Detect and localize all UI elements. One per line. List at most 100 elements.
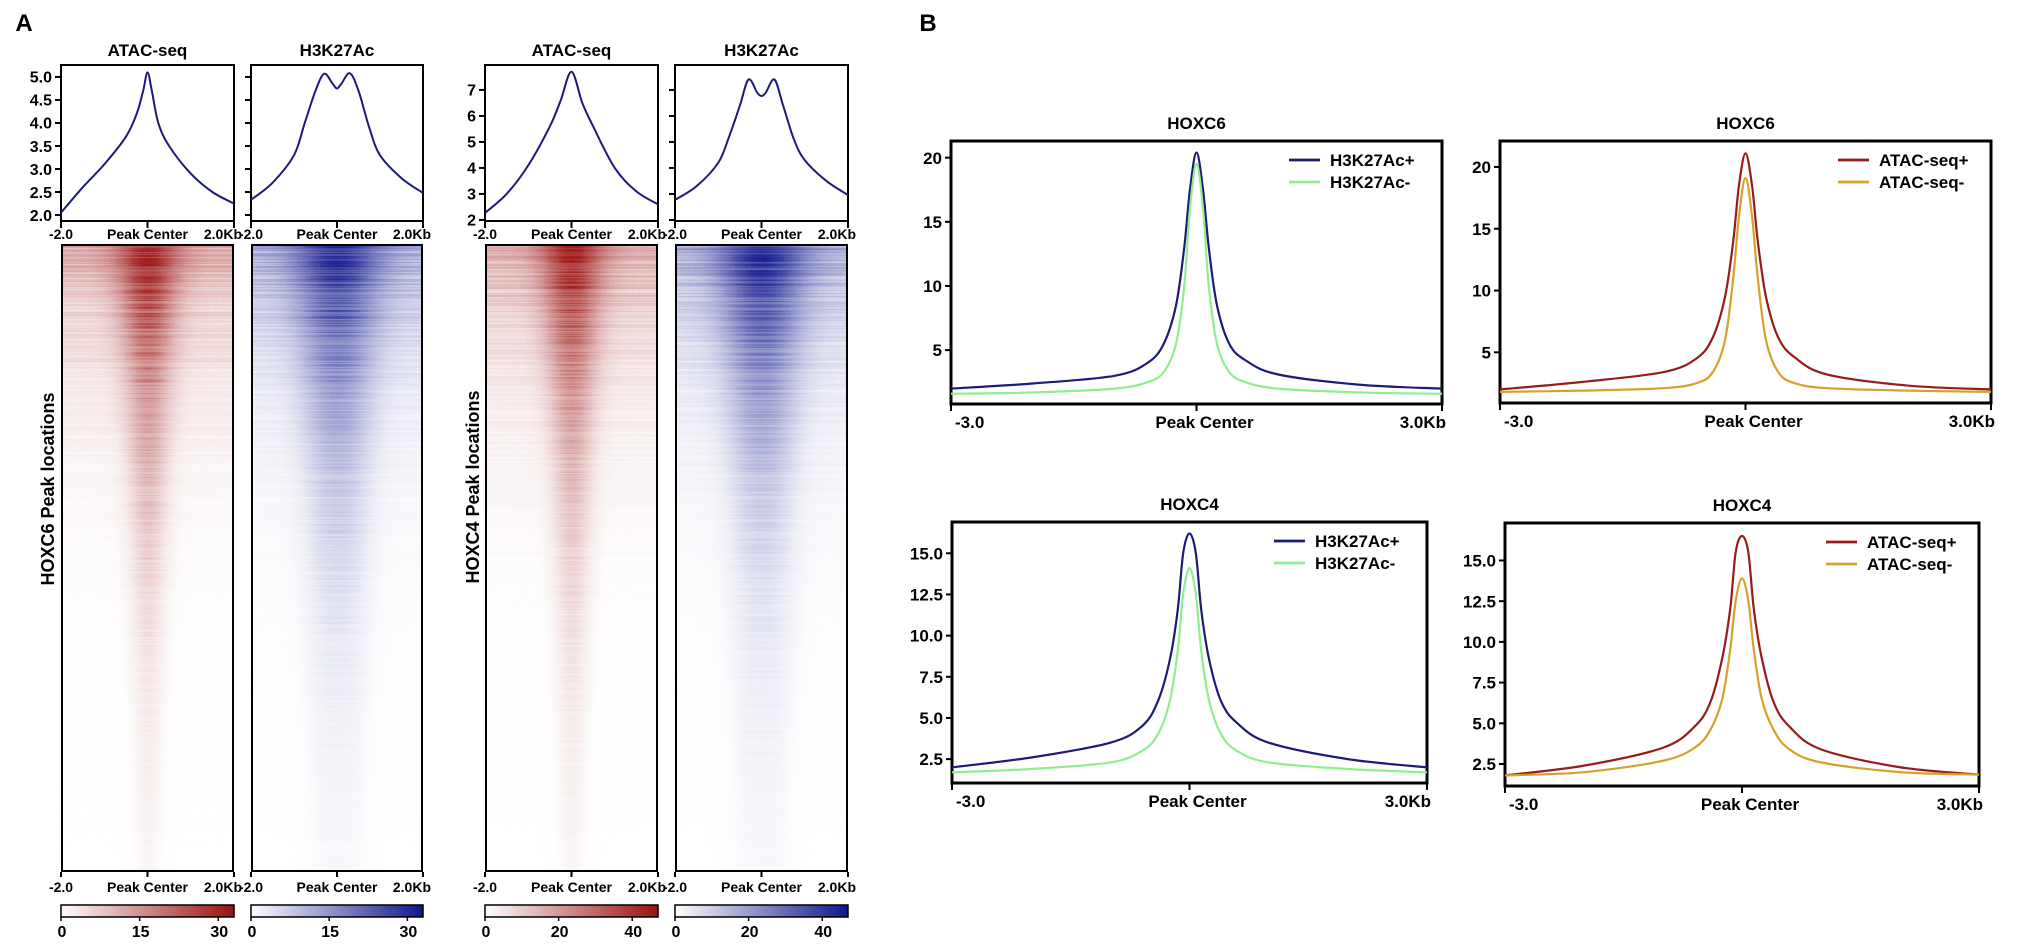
colorbar-tick-label: 40 <box>624 924 642 941</box>
x-tick-label-center: Peak Center <box>531 226 612 242</box>
y-tick-label: 20 <box>1472 158 1491 177</box>
series-line-ATAC-seq- <box>1504 577 1980 777</box>
legend-label: H3K27Ac+ <box>1315 532 1400 551</box>
x-tick-label-center: Peak Center <box>107 879 188 895</box>
colorbar <box>250 904 424 918</box>
y-tick-label: 6 <box>467 109 476 126</box>
chart-title: H3K27Ac <box>300 41 375 60</box>
x-tick-label-start: -3.0 <box>1509 795 1538 814</box>
colorbar-tick-label: 20 <box>551 924 569 941</box>
chart-title: H3K27Ac <box>724 41 799 60</box>
row-label-hoxc4: HOXC4 Peak locations <box>463 390 483 583</box>
series-line-ATAC-seq+ <box>1504 534 1980 777</box>
y-tick-label: 12.5 <box>1463 592 1496 611</box>
y-tick-label: 4.0 <box>30 116 52 133</box>
y-tick-label: 10 <box>923 277 942 296</box>
series-line-0 <box>674 78 849 201</box>
y-tick-label: 5.0 <box>1472 714 1496 733</box>
profile-chart-10 <box>946 520 1429 790</box>
y-tick-label: 2.5 <box>919 750 943 769</box>
x-tick-label-start: -2.0 <box>239 226 263 242</box>
colorbar-tick-label: 30 <box>210 924 228 941</box>
colorbar-tick-label: 30 <box>399 924 417 941</box>
profile-chart-11 <box>1499 521 1981 793</box>
x-tick-label-start: -3.0 <box>956 792 985 811</box>
profile-chart-8 <box>945 139 1444 411</box>
y-tick-label: 7.5 <box>919 668 943 687</box>
x-tick-label-center: Peak Center <box>1704 412 1803 431</box>
x-tick-label-start: -2.0 <box>663 226 687 242</box>
colorbar-tick-label: 15 <box>321 924 339 941</box>
x-tick-label-end: 2.0Kb <box>628 226 666 242</box>
y-tick-label: 10.0 <box>1463 633 1496 652</box>
legend-label: H3K27Ac+ <box>1330 151 1415 170</box>
chart-title: HOXC6 <box>1716 114 1775 133</box>
x-tick-label-end: 3.0Kb <box>1400 413 1446 432</box>
legend-label: H3K27Ac- <box>1330 173 1410 192</box>
y-tick-label: 7.5 <box>1472 674 1496 693</box>
y-tick-label: 20 <box>923 149 942 168</box>
y-tick-label: 15.0 <box>910 544 943 563</box>
y-tick-label: 5 <box>933 341 942 360</box>
row-label-hoxc6: HOXC6 Peak locations <box>38 392 58 585</box>
colorbar-tick-label: 40 <box>814 924 832 941</box>
x-tick-label-center: Peak Center <box>1701 795 1800 814</box>
y-tick-label: 5.0 <box>30 70 52 87</box>
y-tick-label: 10 <box>1472 282 1491 301</box>
x-tick-label-start: -2.0 <box>473 226 497 242</box>
plot-frame <box>60 64 235 222</box>
series-line-H3K27Ac- <box>950 162 1443 395</box>
series-line-H3K27Ac+ <box>951 532 1428 769</box>
x-tick-label-start: -2.0 <box>49 226 73 242</box>
x-tick-label-center: Peak Center <box>1148 792 1247 811</box>
series-line-H3K27Ac+ <box>950 151 1443 390</box>
y-tick-label: 15 <box>1472 220 1491 239</box>
y-tick-label: 15 <box>923 213 942 232</box>
x-tick-label-start: -2.0 <box>473 879 497 895</box>
x-tick-label-start: -2.0 <box>239 879 263 895</box>
legend-label: ATAC-seq+ <box>1879 151 1969 170</box>
heatmap-atac-seq-0 <box>61 244 234 872</box>
x-tick-label-end: 2.0Kb <box>818 879 856 895</box>
y-tick-label: 10.0 <box>910 627 943 646</box>
panel-label-a: A <box>15 10 32 37</box>
y-tick-label: 15.0 <box>1463 552 1496 571</box>
colorbar-tick-label: 20 <box>741 924 759 941</box>
y-tick-label: 5 <box>1482 343 1491 362</box>
x-tick-label-center: Peak Center <box>107 226 188 242</box>
y-tick-label: 3.5 <box>30 139 52 156</box>
legend-label: ATAC-seq- <box>1867 555 1952 574</box>
y-tick-label: 4.5 <box>30 93 52 110</box>
y-tick-label: 7 <box>467 83 476 100</box>
x-tick-label-start: -3.0 <box>955 413 984 432</box>
chart-title: HOXC4 <box>1160 495 1219 514</box>
chart-title: HOXC4 <box>1713 496 1772 515</box>
x-tick-label-center: Peak Center <box>721 879 802 895</box>
x-tick-label-start: -3.0 <box>1504 412 1533 431</box>
legend-label: H3K27Ac- <box>1315 554 1395 573</box>
heatmap-h3k27ac-1 <box>251 244 423 872</box>
y-tick-label: 12.5 <box>910 586 943 605</box>
y-tick-label: 5.0 <box>919 709 943 728</box>
y-tick-label: 2.5 <box>1472 755 1496 774</box>
colorbar <box>60 904 235 918</box>
series-line-ATAC-seq+ <box>1499 152 1992 391</box>
chart-title: HOXC6 <box>1167 114 1226 133</box>
profile-chart-9 <box>1494 139 1993 410</box>
colorbar-tick-label: 0 <box>248 924 257 941</box>
profile-chart-3 <box>669 64 849 228</box>
series-line-0 <box>60 71 235 214</box>
x-tick-label-end: 2.0Kb <box>818 226 856 242</box>
y-tick-label: 3 <box>467 187 476 204</box>
x-tick-label-center: Peak Center <box>297 879 378 895</box>
y-tick-label: 3.0 <box>30 162 52 179</box>
legend-label: ATAC-seq- <box>1879 173 1964 192</box>
x-tick-label-end: 3.0Kb <box>1937 795 1983 814</box>
panel-label-b: B <box>919 10 936 37</box>
x-tick-label-center: Peak Center <box>721 226 802 242</box>
plot-frame <box>674 64 849 222</box>
x-tick-label-center: Peak Center <box>1155 413 1254 432</box>
chart-title: ATAC-seq <box>532 41 612 60</box>
colorbar-tick-label: 15 <box>132 924 150 941</box>
